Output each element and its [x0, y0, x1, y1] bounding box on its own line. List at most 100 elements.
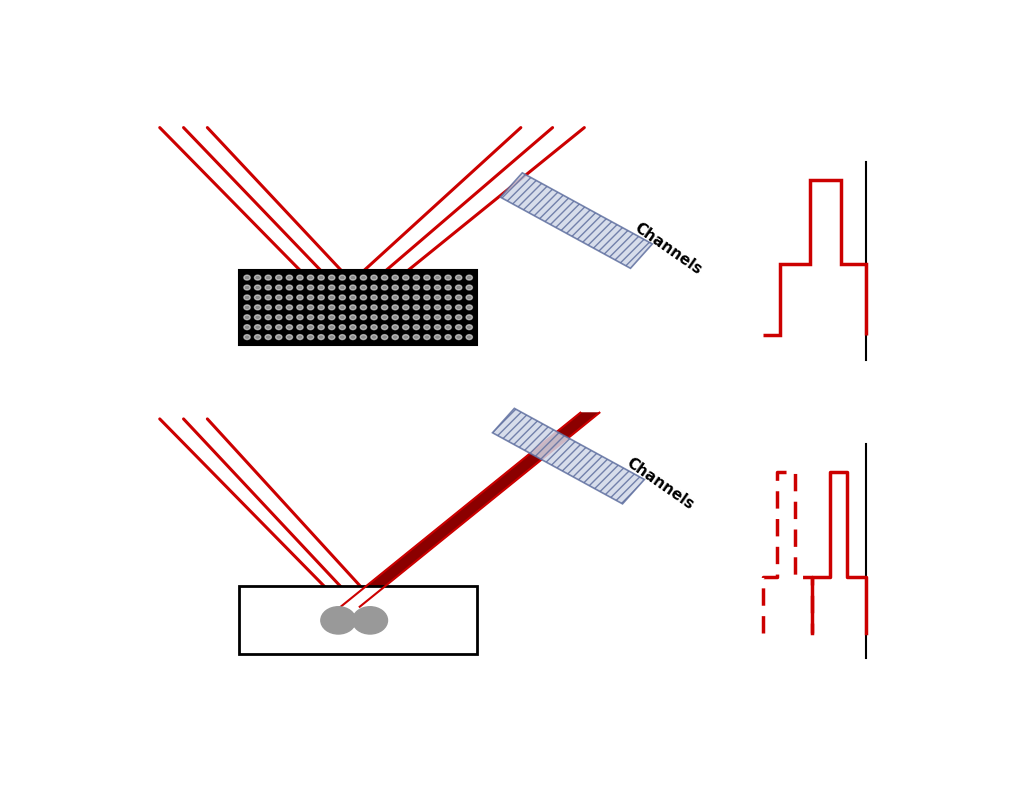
Circle shape — [381, 305, 388, 310]
Circle shape — [466, 324, 472, 330]
Circle shape — [329, 295, 335, 300]
Circle shape — [413, 335, 420, 340]
Circle shape — [402, 275, 409, 280]
Circle shape — [254, 324, 261, 330]
Circle shape — [317, 275, 325, 280]
Circle shape — [360, 335, 367, 340]
Circle shape — [434, 295, 440, 300]
Circle shape — [360, 315, 367, 320]
Polygon shape — [493, 408, 644, 504]
Circle shape — [456, 335, 462, 340]
Circle shape — [413, 295, 420, 300]
Circle shape — [392, 295, 398, 300]
Circle shape — [244, 305, 250, 310]
Circle shape — [381, 295, 388, 300]
Circle shape — [307, 285, 313, 290]
Circle shape — [307, 295, 313, 300]
Circle shape — [360, 324, 367, 330]
Circle shape — [317, 295, 325, 300]
Circle shape — [339, 275, 345, 280]
Text: Channels: Channels — [624, 456, 697, 513]
Circle shape — [275, 305, 282, 310]
Circle shape — [339, 324, 345, 330]
Circle shape — [339, 305, 345, 310]
Circle shape — [434, 315, 440, 320]
Circle shape — [307, 305, 313, 310]
Circle shape — [321, 607, 355, 634]
Bar — [240, 586, 477, 654]
Circle shape — [371, 305, 377, 310]
Circle shape — [402, 335, 409, 340]
Circle shape — [424, 315, 430, 320]
Circle shape — [307, 275, 313, 280]
Circle shape — [317, 285, 325, 290]
Circle shape — [402, 285, 409, 290]
Circle shape — [307, 324, 313, 330]
Circle shape — [339, 315, 345, 320]
Circle shape — [444, 285, 452, 290]
Circle shape — [297, 275, 303, 280]
Circle shape — [329, 285, 335, 290]
Circle shape — [413, 315, 420, 320]
Circle shape — [392, 315, 398, 320]
Circle shape — [265, 285, 271, 290]
Circle shape — [329, 305, 335, 310]
Circle shape — [244, 285, 250, 290]
Circle shape — [297, 305, 303, 310]
Circle shape — [424, 335, 430, 340]
Circle shape — [317, 335, 325, 340]
Circle shape — [392, 285, 398, 290]
Circle shape — [244, 335, 250, 340]
Circle shape — [434, 275, 440, 280]
Circle shape — [456, 285, 462, 290]
Circle shape — [424, 295, 430, 300]
Circle shape — [413, 275, 420, 280]
Circle shape — [466, 305, 472, 310]
Circle shape — [381, 275, 388, 280]
Circle shape — [329, 315, 335, 320]
Circle shape — [307, 315, 313, 320]
Circle shape — [444, 275, 452, 280]
Circle shape — [413, 324, 420, 330]
Circle shape — [360, 275, 367, 280]
Circle shape — [349, 315, 356, 320]
Polygon shape — [341, 413, 599, 607]
Circle shape — [392, 324, 398, 330]
Circle shape — [371, 315, 377, 320]
Circle shape — [286, 324, 293, 330]
Circle shape — [371, 335, 377, 340]
Circle shape — [317, 324, 325, 330]
Circle shape — [349, 305, 356, 310]
Circle shape — [444, 324, 452, 330]
Circle shape — [371, 295, 377, 300]
Circle shape — [275, 324, 282, 330]
Circle shape — [456, 315, 462, 320]
Circle shape — [349, 285, 356, 290]
Circle shape — [434, 335, 440, 340]
Circle shape — [265, 305, 271, 310]
Circle shape — [244, 315, 250, 320]
Circle shape — [402, 295, 409, 300]
Circle shape — [381, 335, 388, 340]
Circle shape — [360, 295, 367, 300]
Circle shape — [265, 335, 271, 340]
Circle shape — [402, 315, 409, 320]
Circle shape — [434, 285, 440, 290]
Circle shape — [371, 324, 377, 330]
Circle shape — [286, 335, 293, 340]
Circle shape — [360, 305, 367, 310]
Circle shape — [275, 335, 282, 340]
Circle shape — [381, 315, 388, 320]
Circle shape — [286, 315, 293, 320]
Circle shape — [360, 285, 367, 290]
Circle shape — [413, 305, 420, 310]
Circle shape — [349, 324, 356, 330]
Circle shape — [349, 335, 356, 340]
Circle shape — [286, 275, 293, 280]
Circle shape — [254, 315, 261, 320]
Circle shape — [329, 335, 335, 340]
Circle shape — [286, 305, 293, 310]
Circle shape — [466, 275, 472, 280]
Circle shape — [275, 295, 282, 300]
Circle shape — [349, 295, 356, 300]
